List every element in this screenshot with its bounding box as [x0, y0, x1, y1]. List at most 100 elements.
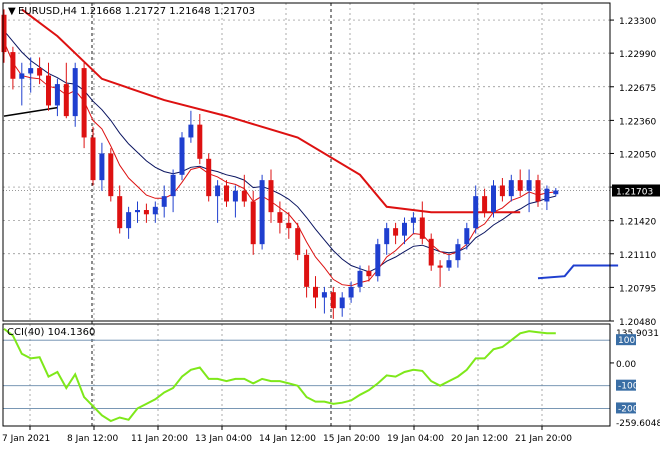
cci-panel-frame	[2, 323, 611, 427]
candle	[81, 62, 87, 149]
candle-body	[108, 153, 114, 197]
candle-body	[99, 153, 105, 181]
candle-body	[410, 217, 416, 223]
candle	[54, 78, 60, 117]
time-tick-label: 14 Jan 12:00	[259, 434, 316, 444]
panel-frames	[2, 2, 611, 427]
candle	[553, 187, 559, 197]
candle-body	[197, 124, 203, 159]
candle	[224, 180, 229, 207]
candle	[19, 62, 25, 106]
current-price-tag	[612, 184, 660, 197]
candle-body	[81, 68, 87, 138]
candle-body	[28, 68, 34, 74]
current-price-label: 1.21703	[616, 187, 653, 197]
candle	[277, 201, 283, 234]
candle-body	[313, 286, 318, 298]
candle	[339, 292, 345, 317]
candle-body	[37, 68, 43, 76]
candle-body	[526, 180, 532, 191]
trendline	[3, 106, 58, 117]
candle	[499, 178, 505, 202]
candle	[313, 276, 318, 309]
cci-line	[3, 328, 556, 423]
candle	[170, 169, 176, 213]
candle	[446, 254, 452, 271]
candle	[295, 222, 301, 261]
cci-level-label: -200	[618, 404, 639, 414]
candle-body	[54, 84, 60, 106]
candle	[206, 153, 212, 202]
candle-body	[330, 292, 336, 309]
candle-body	[10, 52, 16, 79]
candle	[46, 62, 51, 111]
candle-body	[286, 222, 292, 229]
candle	[321, 286, 327, 314]
candle	[464, 222, 470, 250]
cci-level-box	[616, 402, 636, 414]
candle-body	[250, 201, 256, 245]
candle-body	[259, 180, 265, 245]
price-tick-label: 1.22050	[619, 150, 656, 160]
cci-level-label: 100	[618, 336, 635, 346]
candle	[384, 222, 390, 255]
cci-level-label: -259.6048	[616, 419, 660, 429]
candle-body	[277, 212, 283, 223]
candle-body	[491, 185, 496, 213]
candle-body	[366, 270, 372, 277]
candle-body	[19, 73, 25, 79]
candle	[72, 62, 78, 127]
candle-body	[339, 297, 345, 309]
candle-body	[446, 260, 452, 268]
candle	[232, 185, 238, 218]
time-tick-label: 11 Jan 20:00	[131, 434, 188, 444]
grid-lines	[3, 3, 610, 426]
candle	[188, 110, 194, 143]
cci-level-box	[616, 379, 636, 391]
candle	[304, 249, 310, 298]
candle-body	[206, 158, 212, 197]
candle	[286, 212, 292, 239]
candle	[455, 238, 461, 268]
candle	[108, 148, 114, 202]
candle-body	[455, 244, 461, 261]
candle	[152, 201, 158, 223]
candle-body	[473, 196, 479, 229]
dropdown-arrow-icon[interactable]: ▼	[8, 6, 16, 17]
price-tick-label: 1.23300	[619, 17, 656, 27]
candle-body	[357, 270, 363, 287]
candle-body	[46, 75, 51, 106]
candle-body	[508, 180, 514, 197]
candle-body	[170, 174, 176, 197]
candles	[1, 9, 559, 319]
candle-body	[63, 84, 69, 117]
candle-body	[143, 210, 149, 215]
candle	[250, 190, 256, 255]
candle-body	[126, 212, 132, 229]
candle	[366, 265, 372, 282]
candle	[491, 180, 496, 218]
candle	[179, 132, 185, 181]
cci-level-label: 135.9031	[616, 329, 659, 339]
candle	[482, 188, 488, 218]
candle-body	[375, 244, 381, 277]
candle	[117, 185, 123, 234]
cci-level-label: -100	[618, 382, 639, 392]
price-tick-label: 1.22675	[619, 84, 656, 94]
symbol-header: EURUSD,H4 1.21668 1.21727 1.21648 1.2170…	[18, 6, 255, 17]
candle-body	[544, 188, 550, 202]
candle-body	[224, 185, 229, 202]
candle	[197, 113, 203, 165]
price-tick-label: 1.20480	[619, 318, 656, 328]
candle-body	[437, 265, 443, 268]
candle	[143, 203, 149, 223]
candle-body	[428, 238, 434, 266]
candle	[28, 57, 34, 93]
candle	[410, 212, 416, 234]
price-tick-label: 1.21110	[619, 251, 656, 261]
candle	[99, 142, 105, 191]
candle	[1, 9, 7, 63]
candle-body	[419, 217, 425, 239]
